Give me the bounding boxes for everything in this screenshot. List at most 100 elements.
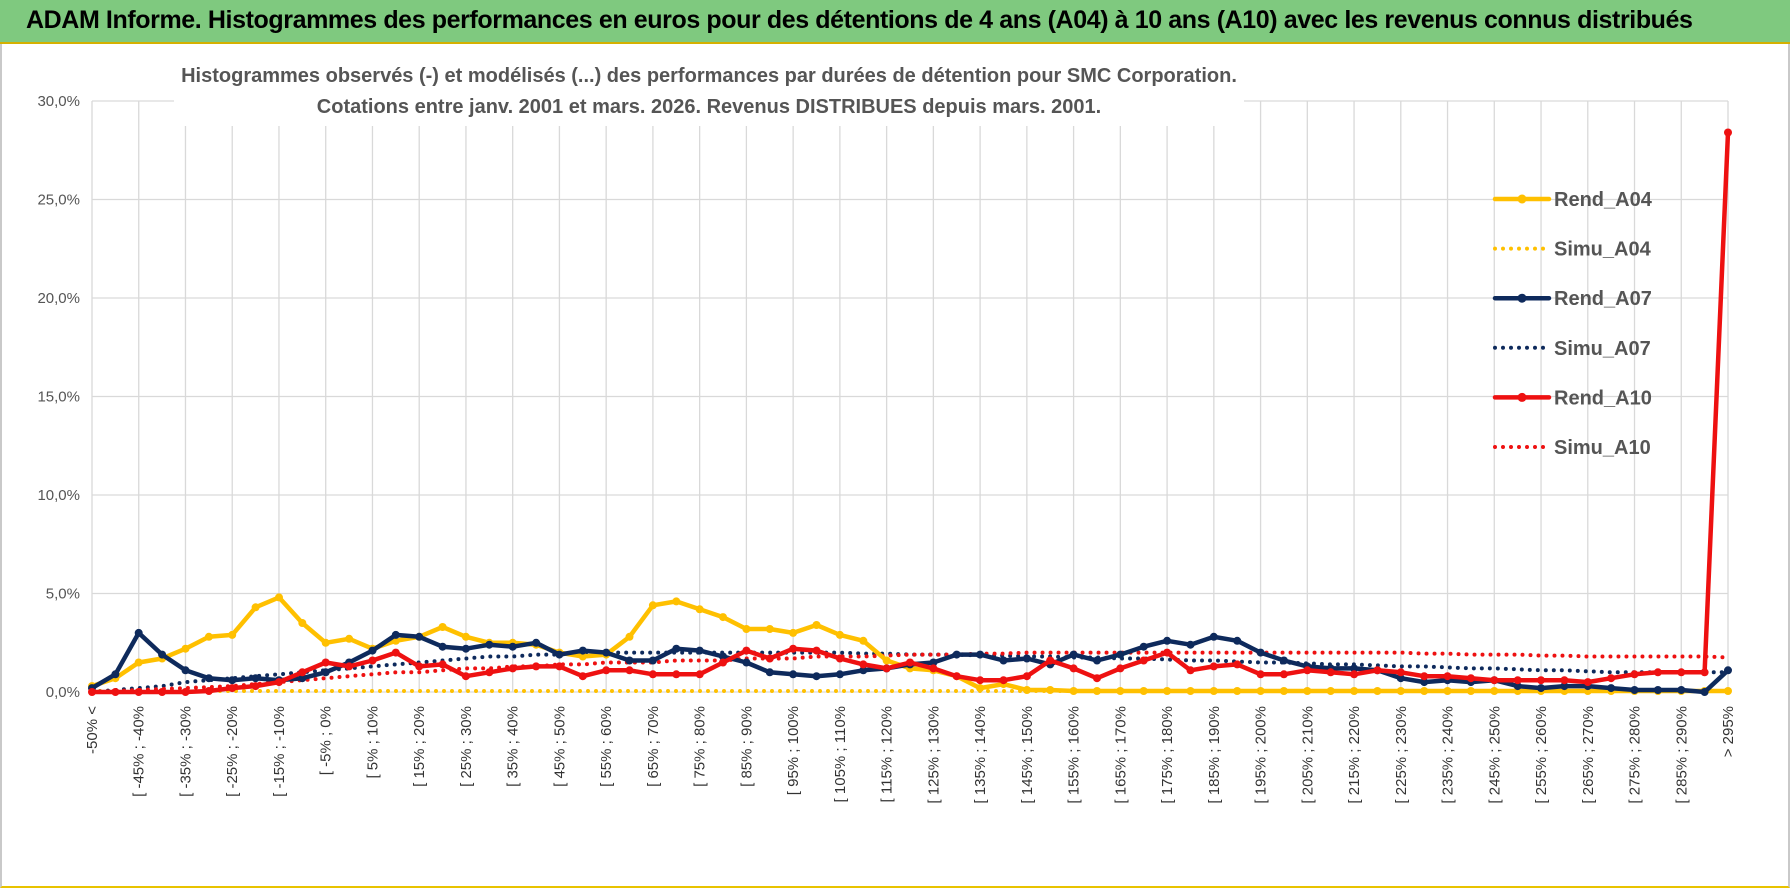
data-point-Rend_A04 (859, 636, 868, 645)
data-point-Rend_A10 (742, 646, 751, 655)
data-point-Rend_A10 (1186, 666, 1195, 675)
data-point-Rend_A04 (765, 625, 774, 633)
legend-item-Rend_A04: Rend_A04 (1492, 189, 1653, 211)
chart-frame: 0,0% 5,0% 10,0% 15,0% 20,0% 25,0% 30,0% -50% <… (0, 44, 1790, 888)
data-point-Rend_A10 (765, 654, 774, 663)
data-point-Rend_A07 (111, 670, 120, 679)
data-point-Rend_A10 (134, 688, 143, 696)
chart-title-line-1: Histogrammes observés (-) et modélisés (… (181, 65, 1237, 87)
data-point-Rend_A04 (1396, 687, 1405, 695)
data-point-Rend_A10 (999, 676, 1008, 685)
data-point-Rend_A10 (532, 662, 541, 671)
x-tick-label: [ 75% ; 80% (692, 706, 709, 787)
legend-item-Simu_A04: Simu_A04 (1493, 239, 1652, 261)
x-tick-label: [ 255% ; 260% (1533, 706, 1550, 804)
legend-marker (1517, 293, 1527, 303)
data-point-Rend_A10 (1116, 664, 1125, 673)
data-point-Rend_A10 (672, 670, 681, 679)
data-point-Rend_A10 (391, 648, 400, 657)
data-point-Rend_A10 (906, 658, 914, 667)
data-point-Rend_A10 (602, 666, 611, 675)
data-point-Rend_A07 (719, 652, 727, 661)
data-point-Rend_A07 (1560, 682, 1569, 691)
data-point-Rend_A10 (1724, 128, 1732, 137)
x-tick-label: [ 95% ; 100% (785, 706, 802, 795)
x-tick-label: [ -15% ; -10% (271, 706, 288, 797)
y-tick-label: 0,0% (46, 684, 80, 701)
data-point-Rend_A10 (1677, 668, 1686, 677)
data-point-Rend_A10 (1163, 648, 1172, 657)
data-point-Rend_A07 (578, 646, 587, 655)
legend-item-Simu_A07: Simu_A07 (1493, 338, 1651, 360)
data-point-Rend_A10 (1256, 670, 1265, 679)
data-point-Rend_A04 (976, 684, 985, 693)
data-point-Rend_A10 (1139, 656, 1148, 665)
legend-marker (1517, 392, 1527, 402)
data-point-Rend_A04 (625, 632, 634, 641)
data-point-Rend_A10 (415, 662, 424, 671)
data-point-Rend_A10 (1350, 670, 1359, 679)
data-point-Rend_A07 (438, 642, 447, 651)
chart-title-background (174, 56, 1244, 126)
x-axis-ticks: -50% < [ -45% ; -40% [ -35% ; -30% [ -25% ;… (84, 706, 1737, 804)
data-point-Rend_A10 (1233, 660, 1242, 669)
data-point-Rend_A04 (835, 630, 844, 639)
x-tick-label: [ 125% ; 130% (925, 706, 942, 804)
data-point-Rend_A10 (228, 684, 237, 693)
data-point-Rend_A07 (1116, 650, 1125, 659)
y-tick-label: 5,0% (46, 586, 80, 603)
x-tick-label: [ 55% ; 60% (598, 706, 615, 787)
y-tick-label: 30,0% (37, 93, 80, 110)
legend-item-Rend_A10: Rend_A10 (1492, 387, 1652, 409)
x-tick-label: [ 15% ; 20% (411, 706, 428, 787)
data-point-Rend_A07 (1139, 642, 1148, 651)
data-point-Rend_A10 (976, 676, 985, 685)
data-point-Rend_A04 (298, 619, 307, 627)
data-point-Rend_A04 (719, 613, 727, 622)
data-point-Rend_A04 (578, 652, 587, 661)
data-point-Rend_A04 (1186, 687, 1195, 695)
legend-item-Rend_A07: Rend_A07 (1492, 288, 1652, 310)
data-point-Rend_A07 (1163, 636, 1172, 645)
data-point-Rend_A10 (1373, 666, 1382, 675)
data-point-Rend_A04 (789, 628, 798, 637)
x-tick-label: [ -35% ; -30% (177, 706, 194, 797)
data-point-Rend_A04 (1233, 687, 1242, 695)
x-tick-label: [ 265% ; 270% (1580, 706, 1597, 804)
data-point-Rend_A07 (181, 666, 190, 675)
data-point-Rend_A07 (835, 670, 844, 679)
x-tick-label: [ 175% ; 180% (1159, 706, 1176, 804)
series-Simu_A07 (90, 650, 1730, 694)
y-tick-label: 25,0% (37, 192, 80, 209)
x-tick-label: [ 45% ; 50% (551, 706, 568, 787)
data-point-Rend_A10 (812, 646, 821, 655)
grid-layer (91, 100, 1729, 693)
legend-label: Rend_A10 (1554, 387, 1652, 409)
data-point-Rend_A04 (1490, 687, 1499, 695)
data-point-Rend_A07 (415, 632, 424, 641)
data-point-Rend_A07 (1022, 654, 1031, 663)
data-point-Rend_A04 (1116, 687, 1125, 695)
data-point-Rend_A07 (1630, 686, 1639, 694)
data-point-Rend_A07 (789, 670, 798, 679)
x-tick-label: [ 155% ; 160% (1066, 706, 1083, 804)
legend-label: Rend_A07 (1554, 288, 1652, 310)
data-point-Rend_A07 (228, 676, 237, 685)
data-point-Rend_A04 (1279, 687, 1288, 695)
x-tick-label: [ 165% ; 170% (1112, 706, 1129, 804)
data-point-Rend_A10 (508, 664, 517, 673)
data-point-Rend_A07 (1513, 682, 1522, 691)
data-point-Rend_A04 (1139, 687, 1148, 695)
data-point-Rend_A10 (298, 668, 307, 677)
data-point-Rend_A07 (765, 668, 774, 677)
data-point-Rend_A10 (929, 664, 938, 673)
x-tick-label: [ 215% ; 220% (1346, 706, 1363, 804)
x-tick-label: > 295% (1720, 706, 1737, 757)
data-point-Rend_A10 (648, 670, 657, 679)
data-point-Rend_A07 (508, 642, 517, 651)
x-tick-label: [ 35% ; 40% (505, 706, 522, 787)
y-tick-label: 20,0% (37, 290, 80, 307)
data-point-Rend_A07 (461, 644, 470, 653)
legend-marker (1517, 194, 1527, 204)
data-point-Rend_A10 (859, 660, 868, 669)
